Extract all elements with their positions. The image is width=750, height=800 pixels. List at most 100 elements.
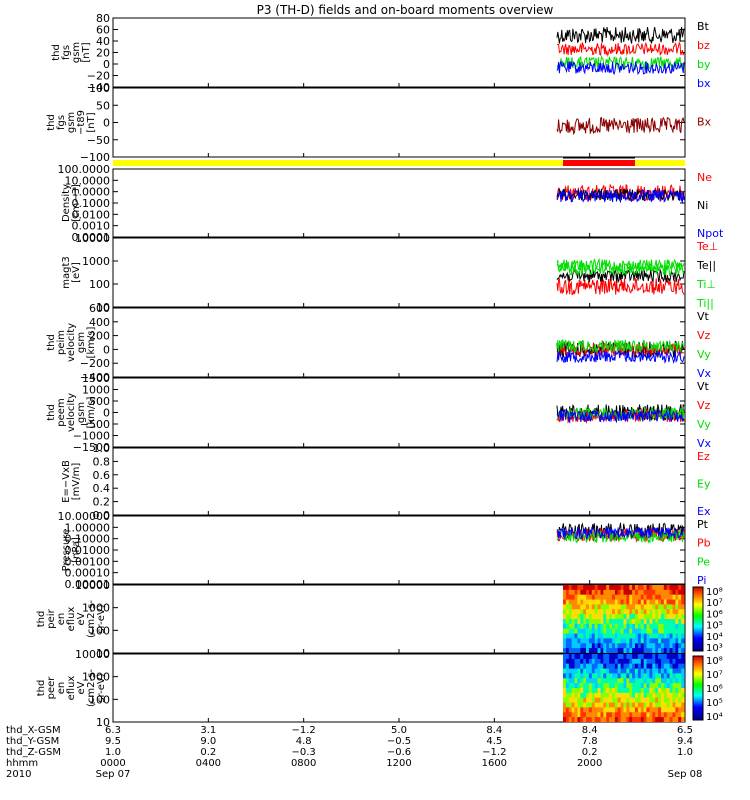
heatmap-cell <box>655 604 659 610</box>
heatmap-cell <box>609 599 613 606</box>
heatmap-cell <box>594 638 599 644</box>
heatmap-cell <box>565 673 570 679</box>
heatmap-cell <box>669 692 674 699</box>
heatmap-cell <box>672 697 676 704</box>
legend-ti: Ti⊥ <box>696 278 716 291</box>
heatmap-cell <box>583 633 587 640</box>
heatmap-cell <box>574 663 578 670</box>
heatmap-cell <box>643 692 648 699</box>
heatmap-cell <box>574 678 578 684</box>
heatmap-cell <box>612 648 616 653</box>
heatmap-cell <box>580 678 584 684</box>
heatmap-cell <box>577 614 581 620</box>
heatmap-cell <box>574 668 578 675</box>
heatmap-cell <box>597 648 602 653</box>
heatmap-cell <box>614 668 619 675</box>
heatmap-cell <box>623 678 627 684</box>
ytick-label: 10 <box>96 647 110 660</box>
heatmap-cell <box>577 678 581 684</box>
heatmap-cell <box>565 619 570 625</box>
heatmap-cell <box>675 712 679 718</box>
heatmap-cell <box>591 678 596 684</box>
heatmap-cell <box>574 614 578 620</box>
heatmap-cell <box>583 628 587 635</box>
heatmap-cell <box>652 697 656 704</box>
heatmap-cell <box>637 599 642 606</box>
heatmap-cell <box>661 707 665 713</box>
heatmap-cell <box>563 604 567 610</box>
heatmap-cell <box>568 717 573 722</box>
heatmap-cell <box>612 658 616 665</box>
ylabel-line: [km/s] <box>86 326 97 358</box>
heatmap-cell <box>588 658 593 665</box>
heatmap-cell <box>571 707 576 713</box>
heatmap-cell <box>675 648 679 653</box>
heatmap-cell <box>563 638 567 644</box>
heatmap-cell <box>675 628 679 635</box>
heatmap-cell <box>563 717 567 722</box>
heatmap-cell <box>617 638 622 644</box>
heatmap-cell <box>568 668 573 675</box>
heatmap-cell <box>626 609 630 615</box>
ylabel-line: en <box>56 682 67 695</box>
heatmap-cell <box>594 599 599 606</box>
heatmap-cell <box>565 623 570 630</box>
heatmap-cell <box>612 633 616 640</box>
xaxis-row-label: thd_X-GSM <box>6 725 61 736</box>
heatmap-cell <box>675 717 679 722</box>
ytick-label: 60 <box>96 24 110 37</box>
heatmap-cell <box>614 658 619 665</box>
heatmap-cell <box>577 643 581 649</box>
heatmap-cell <box>666 638 671 644</box>
heatmap-cell <box>649 648 653 653</box>
heatmap-cell <box>678 712 682 718</box>
heatmap-cell <box>614 594 619 601</box>
heatmap-cell <box>600 648 604 653</box>
heatmap-cell <box>643 614 648 620</box>
heatmap-cell <box>637 692 642 699</box>
ylabel-line: peim <box>56 330 67 355</box>
heatmap-cell <box>609 623 613 630</box>
heatmap-cell <box>637 604 642 610</box>
xaxis-value: 1200 <box>386 758 411 769</box>
heatmap-cell <box>661 683 665 689</box>
heatmap-cell <box>565 648 570 653</box>
heatmap-cell <box>591 643 596 649</box>
heatmap-cell <box>663 594 668 601</box>
heatmap-cell <box>626 654 630 660</box>
heatmap-cell <box>568 604 573 610</box>
heatmap-cell <box>655 683 659 689</box>
heatmap-cell <box>652 633 656 640</box>
heatmap-cell <box>583 623 587 630</box>
heatmap-cell <box>612 668 616 675</box>
heatmap-cell <box>620 604 625 610</box>
legend-vt: Vt <box>697 380 710 393</box>
heatmap-cell <box>655 692 659 699</box>
heatmap-cell <box>640 712 645 718</box>
heatmap-cell <box>681 683 685 689</box>
heatmap-cells <box>563 654 685 722</box>
heatmap-cell <box>669 658 674 665</box>
heatmap-cell <box>632 678 636 684</box>
heatmap-cell <box>666 619 671 625</box>
heatmap-cell <box>571 614 576 620</box>
heatmap-cell <box>649 628 653 635</box>
legend-vz: Vz <box>697 329 711 342</box>
heatmap-cell <box>620 623 625 630</box>
heatmap-cell <box>586 678 590 684</box>
heatmap-cell <box>629 643 633 649</box>
ytick-label: −40 <box>87 81 110 94</box>
ytick-label: 200 <box>89 330 110 343</box>
heatmap-cell <box>672 712 676 718</box>
heatmap-cell <box>588 589 593 596</box>
heatmap-cell <box>637 623 642 630</box>
heatmap-cell <box>597 678 602 684</box>
heatmap-cell <box>577 585 581 591</box>
heatmap-cell <box>669 604 674 610</box>
heatmap-cell <box>652 663 656 670</box>
heatmap-cell <box>600 663 604 670</box>
heatmap-cell <box>600 638 604 644</box>
xaxis-value: 7.8 <box>582 736 598 747</box>
heatmap-cell <box>577 648 581 653</box>
heatmap-cell <box>603 585 607 591</box>
